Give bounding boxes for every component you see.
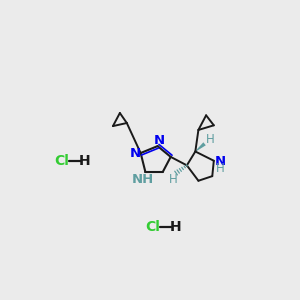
Text: N: N bbox=[130, 147, 141, 160]
Text: H: H bbox=[169, 220, 181, 234]
Text: Cl: Cl bbox=[145, 220, 160, 234]
Text: Cl: Cl bbox=[54, 154, 69, 168]
Text: N: N bbox=[214, 155, 226, 168]
Text: H: H bbox=[206, 133, 215, 146]
Polygon shape bbox=[195, 142, 206, 152]
Text: H: H bbox=[216, 162, 224, 175]
Text: N: N bbox=[154, 134, 165, 147]
Text: NH: NH bbox=[132, 173, 154, 186]
Text: H: H bbox=[79, 154, 90, 168]
Text: H: H bbox=[169, 173, 177, 186]
